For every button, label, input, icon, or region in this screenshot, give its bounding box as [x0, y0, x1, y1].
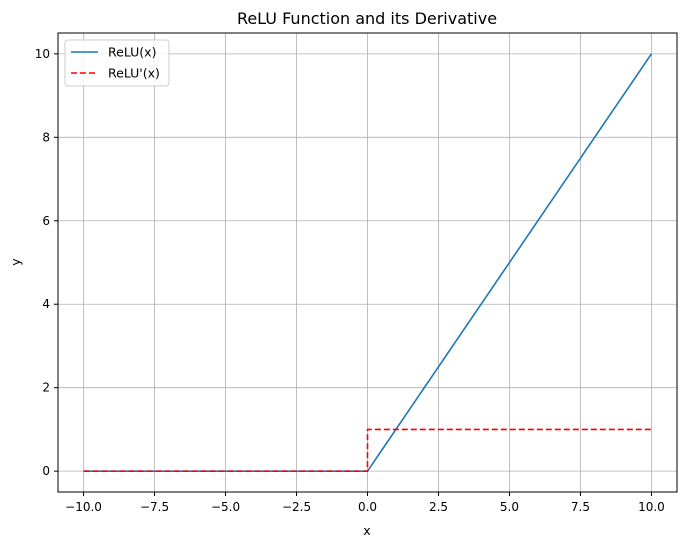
- x-tick-label-6: 5.0: [500, 500, 519, 514]
- y-axis-label: y: [8, 258, 23, 266]
- y-tick-label-1: 2: [42, 381, 50, 395]
- x-tick-label-8: 10.0: [638, 500, 665, 514]
- x-tick-label-3: −2.5: [282, 500, 311, 514]
- y-tick-label-3: 6: [42, 214, 50, 228]
- y-axis-ticks: 0 2 4 6 8 10: [35, 47, 58, 478]
- y-tick-label-0: 0: [42, 464, 50, 478]
- y-tick-label-4: 8: [42, 130, 50, 144]
- x-tick-label-4: 0.0: [358, 500, 377, 514]
- x-tick-label-1: −7.5: [140, 500, 169, 514]
- legend-label-0: ReLU(x): [108, 45, 156, 60]
- y-tick-label-5: 10: [35, 47, 50, 61]
- x-tick-label-0: −10.0: [65, 500, 102, 514]
- x-axis-ticks: −10.0 −7.5 −5.0 −2.5 0.0 2.5 5.0 7.5 10.0: [65, 492, 665, 514]
- legend-label-1: ReLU'(x): [108, 66, 160, 81]
- series-layer: [83, 53, 653, 472]
- x-axis-label: x: [363, 523, 370, 538]
- y-tick-label-2: 4: [42, 297, 50, 311]
- chart-title: ReLU Function and its Derivative: [237, 9, 497, 28]
- x-tick-label-7: 7.5: [571, 500, 590, 514]
- x-tick-label-2: −5.0: [211, 500, 240, 514]
- x-tick-label-5: 2.5: [429, 500, 448, 514]
- legend: ReLU(x) ReLU'(x): [64, 39, 170, 87]
